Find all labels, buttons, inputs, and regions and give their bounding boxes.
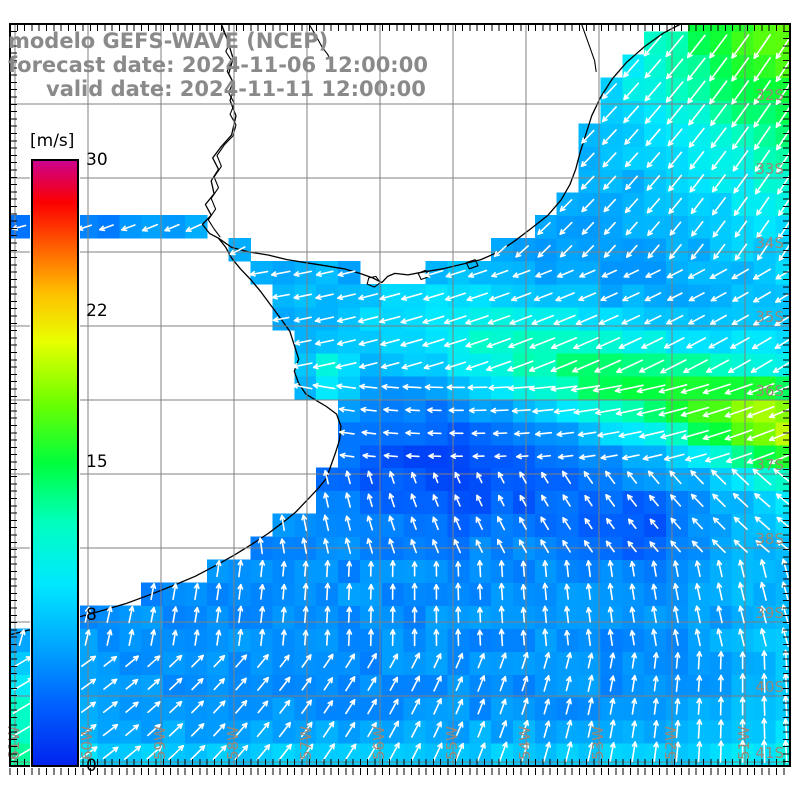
lat-label-40S: 40S bbox=[755, 678, 784, 696]
lon-label-61W: 61W bbox=[5, 726, 23, 760]
lat-label-34S: 34S bbox=[755, 234, 784, 252]
lon-label-60W: 60W bbox=[78, 726, 96, 760]
colorbar-tick-15: 15 bbox=[86, 452, 108, 472]
map-frame bbox=[9, 23, 791, 775]
lat-label-33S: 33S bbox=[755, 160, 784, 178]
lat-label-37S: 37S bbox=[755, 456, 784, 474]
lon-label-52W: 52W bbox=[662, 726, 680, 760]
lon-label-56W: 56W bbox=[370, 726, 388, 760]
colorbar-tick-0: 0 bbox=[86, 756, 97, 776]
model-title: modelo GEFS-WAVE (NCEP) bbox=[8, 29, 329, 53]
colorbar-tick-30: 30 bbox=[86, 150, 108, 170]
colorbar-unit-label: [m/s] bbox=[30, 131, 75, 151]
forecast-date-label: forecast date: 2024-11-06 12:00:00 bbox=[8, 53, 428, 77]
lat-label-32S: 32S bbox=[755, 86, 784, 104]
colorbar-tick-8: 8 bbox=[86, 605, 97, 625]
lon-label-53W: 53W bbox=[589, 726, 607, 760]
lon-label-51W: 51W bbox=[735, 726, 753, 760]
axis-tick-labels: 61W 60W 59W 58W 57W 56W 55W 54W 53W 52W 51W 32S 33S 3… bbox=[5, 86, 784, 762]
lat-label-36S: 36S bbox=[755, 382, 784, 400]
lon-label-59W: 59W bbox=[151, 726, 169, 760]
lon-label-57W: 57W bbox=[297, 726, 315, 760]
lat-label-41S: 41S bbox=[755, 744, 784, 762]
lon-label-55W: 55W bbox=[443, 726, 461, 760]
colorbar bbox=[30, 158, 80, 768]
lat-label-39S: 39S bbox=[755, 604, 784, 622]
lon-label-58W: 58W bbox=[224, 726, 242, 760]
colorbar-tick-22: 22 bbox=[86, 301, 108, 321]
lat-label-38S: 38S bbox=[755, 530, 784, 548]
lat-label-35S: 35S bbox=[755, 308, 784, 326]
valid-date-label: valid date: 2024-11-11 12:00:00 bbox=[46, 77, 426, 101]
coastline bbox=[10, 24, 682, 636]
lon-label-54W: 54W bbox=[516, 726, 534, 760]
